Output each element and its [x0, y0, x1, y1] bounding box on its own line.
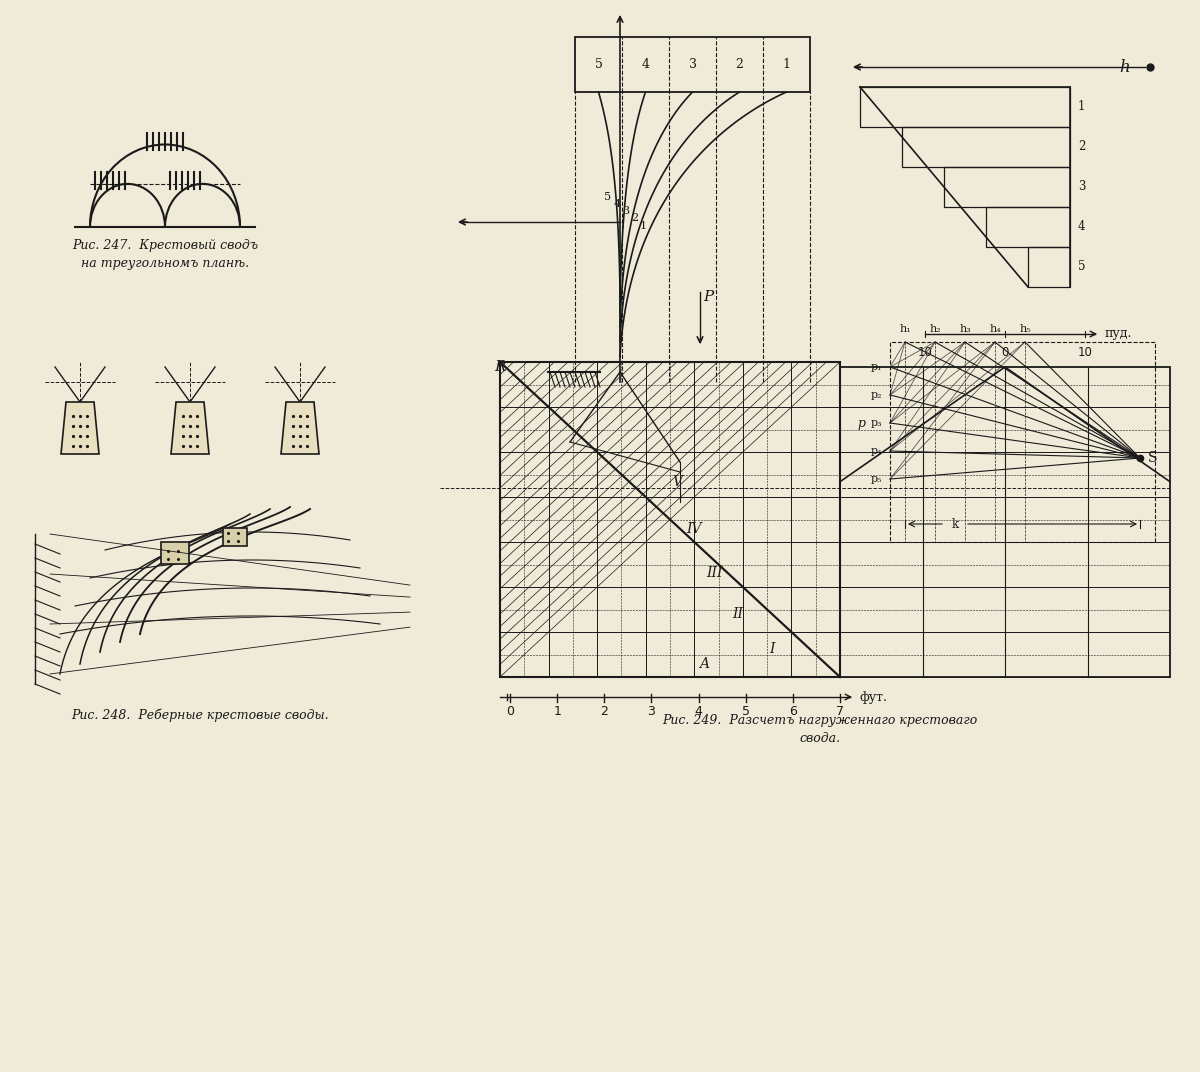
Bar: [890, 342, 1154, 542]
Text: 4: 4: [613, 199, 620, 209]
Polygon shape: [172, 402, 209, 455]
Text: 10: 10: [918, 346, 932, 359]
Text: 4: 4: [695, 705, 702, 718]
Text: h: h: [1120, 59, 1130, 75]
Text: 10: 10: [1078, 346, 1092, 359]
Text: Рис. 248.  Реберные крестовые своды.: Рис. 248. Реберные крестовые своды.: [71, 709, 329, 723]
Text: 5: 5: [605, 192, 612, 202]
Text: 5: 5: [742, 705, 750, 718]
Text: R: R: [494, 360, 505, 374]
Text: S: S: [1148, 451, 1158, 465]
Text: 5: 5: [1078, 260, 1086, 273]
Text: 2: 2: [631, 213, 638, 223]
Bar: [860, 87, 1070, 126]
Bar: [161, 542, 190, 564]
Text: h₄: h₄: [989, 324, 1001, 334]
Text: 1: 1: [1078, 101, 1085, 114]
Text: 5: 5: [594, 58, 602, 71]
Text: 2: 2: [1078, 140, 1085, 153]
Text: A: A: [698, 657, 709, 671]
Text: 1: 1: [640, 221, 647, 230]
Text: 3: 3: [1078, 180, 1086, 194]
Text: 3: 3: [689, 58, 696, 71]
Text: h₂: h₂: [929, 324, 941, 334]
Text: 0: 0: [1001, 346, 1009, 359]
Bar: [840, 367, 1170, 678]
Bar: [986, 207, 1070, 247]
Text: p₅: p₅: [870, 474, 882, 483]
Text: 2: 2: [736, 58, 744, 71]
Polygon shape: [61, 402, 98, 455]
Text: IV: IV: [686, 522, 702, 536]
Text: III: III: [706, 566, 722, 580]
Text: h₁: h₁: [899, 324, 911, 334]
Text: k: k: [952, 518, 959, 531]
Text: II: II: [732, 607, 744, 621]
Text: 6: 6: [788, 705, 797, 718]
Text: p₁: p₁: [870, 362, 882, 372]
Text: Рис. 247.  Крестовый сводъ
на треугольномъ планѣ.: Рис. 247. Крестовый сводъ на треугольном…: [72, 239, 258, 270]
Text: 0: 0: [506, 705, 514, 718]
Text: V: V: [672, 475, 682, 489]
Text: 1: 1: [553, 705, 562, 718]
Text: p₄: p₄: [870, 446, 882, 456]
Text: h₅: h₅: [1019, 324, 1031, 334]
Text: 1: 1: [782, 58, 791, 71]
Text: 3: 3: [648, 705, 655, 718]
Text: p: p: [857, 417, 865, 430]
Bar: [902, 126, 1070, 167]
Bar: [1028, 247, 1070, 287]
Text: фут.: фут.: [860, 690, 888, 703]
Bar: [944, 167, 1070, 207]
Bar: [223, 528, 247, 546]
Text: Рис. 249.  Разсчетъ нагруженнаго крестоваго
свода.: Рис. 249. Разсчетъ нагруженнаго крестова…: [662, 714, 978, 745]
Text: p₂: p₂: [870, 390, 882, 400]
Text: P: P: [703, 291, 713, 304]
Text: 3: 3: [622, 206, 629, 217]
Text: p₃: p₃: [870, 418, 882, 428]
Text: пуд.: пуд.: [1105, 328, 1133, 341]
Text: 4: 4: [642, 58, 649, 71]
Bar: [575, 38, 810, 92]
Polygon shape: [281, 402, 319, 455]
Text: I: I: [769, 642, 775, 656]
Text: 2: 2: [600, 705, 608, 718]
Text: 4: 4: [1078, 221, 1086, 234]
Text: 7: 7: [836, 705, 844, 718]
Bar: [500, 362, 840, 678]
Text: h₃: h₃: [959, 324, 971, 334]
